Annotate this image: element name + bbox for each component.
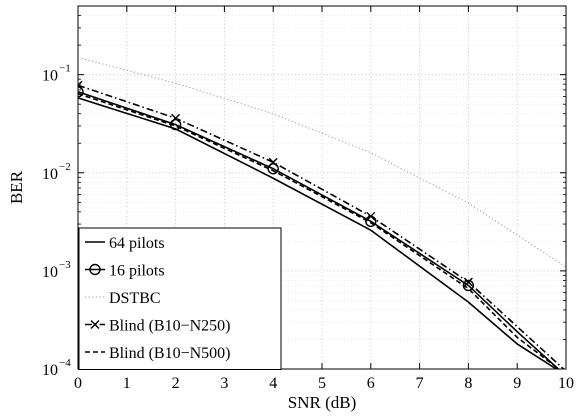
legend-label: Blind (B10−N500)	[109, 345, 230, 362]
series-4	[78, 80, 565, 369]
x-tick-label: 0	[74, 375, 82, 392]
x-tick-label: 7	[416, 375, 424, 392]
y-tick-label: 10	[42, 264, 58, 281]
x-marker	[463, 277, 473, 287]
x-marker	[268, 157, 278, 167]
x-marker	[171, 113, 181, 123]
x-tick-label: 9	[513, 375, 521, 392]
y-tick-label: 10	[42, 68, 58, 85]
legend-item: Blind (B10−N500)	[85, 345, 230, 362]
legend-item: 64 pilots	[85, 235, 165, 252]
series-lines	[78, 56, 566, 369]
legend-item: 16 pilots	[85, 263, 165, 280]
x-marker	[78, 80, 83, 90]
legend-label: 64 pilots	[109, 235, 165, 252]
x-tick-label: 8	[464, 375, 472, 392]
x-tick-label: 10	[558, 375, 574, 392]
x-tick-label: 4	[269, 375, 277, 392]
y-axis-label: BER	[7, 170, 26, 204]
y-tick-exponent: −3	[59, 259, 71, 271]
x-tick-label: 5	[318, 375, 326, 392]
legend-box	[78, 227, 282, 370]
x-marker	[366, 211, 376, 221]
circle-marker	[89, 263, 101, 276]
series-line	[78, 92, 561, 369]
series-5	[78, 92, 561, 369]
legend-label: DSTBC	[109, 290, 161, 307]
y-tick-exponent: −4	[59, 357, 71, 369]
x-tick-label: 2	[172, 375, 180, 392]
x-marker	[90, 320, 100, 329]
y-tick-exponent: −2	[59, 161, 71, 173]
circle-marker	[78, 86, 84, 98]
legend-item: DSTBC	[85, 290, 161, 307]
x-axis-label: SNR (dB)	[288, 393, 356, 412]
y-tick-label: 10	[42, 362, 58, 379]
series-line	[78, 90, 560, 369]
x-tick-label: 3	[220, 375, 228, 392]
x-tick-label: 6	[367, 375, 375, 392]
legend-item: Blind (B10−N250)	[85, 318, 230, 335]
legend-label: 16 pilots	[109, 263, 165, 280]
y-tick-label: 10	[42, 166, 58, 183]
series-3	[78, 56, 566, 268]
legend-items: 64 pilots 16 pilots DSTBC Blind (B10−N250) B…	[85, 235, 230, 362]
series-line	[78, 56, 566, 268]
legend: 64 pilots 16 pilots DSTBC Blind (B10−N250) B…	[78, 227, 282, 370]
y-tick-exponent: −1	[59, 63, 71, 75]
legend-label: Blind (B10−N250)	[109, 318, 230, 335]
x-tick-label: 1	[123, 375, 131, 392]
